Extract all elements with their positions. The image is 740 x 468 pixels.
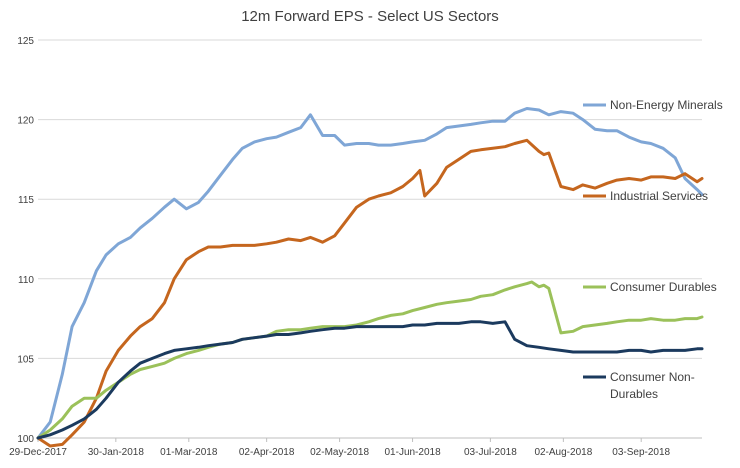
x-tick-label: 29-Dec-2017: [9, 447, 67, 458]
series-line: [36, 107, 704, 440]
x-tick-label: 01-Jun-2018: [384, 447, 441, 458]
y-tick-label: 125: [17, 36, 34, 47]
x-tick-label: 02-May-2018: [310, 447, 369, 458]
x-tick-label: 03-Sep-2018: [612, 447, 670, 458]
legend-label: Consumer Durables: [610, 280, 717, 294]
y-tick-label: 100: [17, 434, 34, 445]
x-tick-label: 02-Aug-2018: [534, 447, 592, 458]
x-tick-label: 02-Apr-2018: [239, 447, 295, 458]
legend-label: Consumer Non-: [610, 370, 695, 384]
y-tick-label: 115: [18, 195, 34, 206]
series-line: [36, 138, 704, 448]
series-line: [36, 280, 704, 440]
y-tick-label: 120: [17, 116, 34, 127]
legend-label-cont: Durables: [610, 387, 658, 401]
y-tick-label: 105: [17, 354, 34, 365]
y-tick-label: 110: [18, 275, 34, 286]
x-tick-label: 03-Jul-2018: [464, 447, 517, 458]
chart-title: 12m Forward EPS - Select US Sectors: [241, 8, 499, 25]
x-tick-label: 30-Jan-2018: [88, 447, 145, 458]
series-line: [36, 320, 704, 440]
x-tick-label: 01-Mar-2018: [160, 447, 218, 458]
legend-label: Industrial Services: [610, 189, 708, 203]
legend-label: Non-Energy Minerals: [610, 98, 723, 112]
